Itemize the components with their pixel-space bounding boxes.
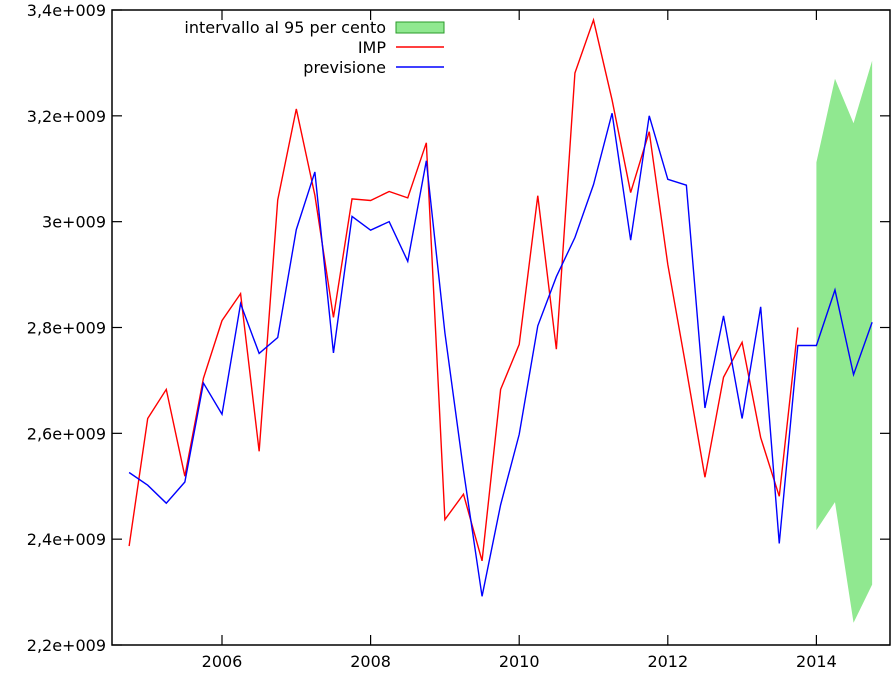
series-line-imp [128, 17, 799, 562]
x-tick-label: 2012 [647, 652, 688, 671]
y-tick-label: 3e+009 [42, 213, 106, 232]
y-tick-label: 2,2e+009 [27, 636, 106, 655]
plot-frame [111, 9, 891, 646]
legend-label: intervallo al 95 per cento [184, 18, 386, 37]
y-tick-label: 2,6e+009 [27, 424, 106, 443]
y-tick-label: 3,2e+009 [27, 107, 106, 126]
legend-swatch-band [395, 21, 445, 34]
legend-label: IMP [358, 38, 387, 57]
series-line-previsione [128, 113, 873, 597]
x-tick-label: 2010 [499, 652, 540, 671]
x-tick-label: 2008 [350, 652, 391, 671]
legend-label: previsione [303, 58, 386, 77]
y-tick-label: 2,4e+009 [27, 530, 106, 549]
x-tick-label: 2006 [202, 652, 243, 671]
x-tick-label: 2014 [796, 652, 837, 671]
y-tick-label: 3,4e+009 [27, 1, 106, 20]
confidence-band [816, 60, 873, 623]
y-tick-label: 2,8e+009 [27, 319, 106, 338]
